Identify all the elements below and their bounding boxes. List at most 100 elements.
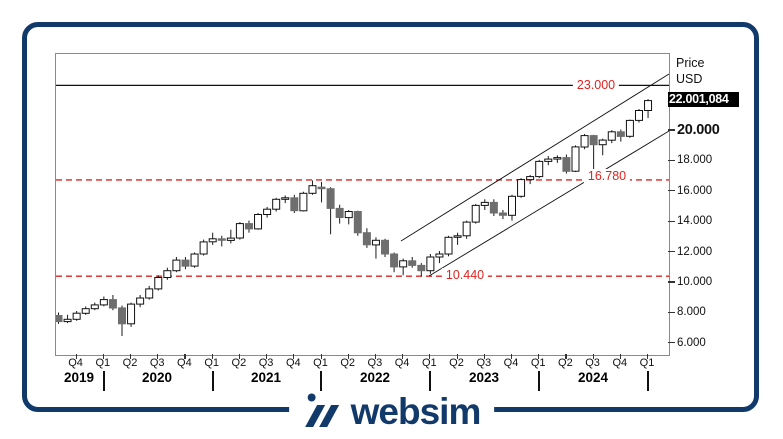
candlestick-chart (56, 73, 669, 336)
price-axis-unit: USD (676, 72, 703, 86)
candle-body (90, 304, 99, 310)
price-tick (668, 250, 675, 253)
year-label: 2020 (141, 370, 173, 385)
quarter-tick (75, 354, 77, 359)
quarter-tick (592, 354, 594, 359)
price-tick-label: 8.000 (677, 306, 706, 319)
price-axis-title: Price (676, 56, 705, 70)
channel-upper (400, 73, 669, 242)
candle-body (408, 260, 417, 266)
candle-body (308, 185, 317, 194)
candle-body (489, 201, 498, 214)
candle-body (344, 211, 353, 219)
candle-body (226, 237, 235, 241)
candle-body (625, 119, 634, 137)
year-label: 2019 (63, 370, 95, 385)
quarter-label: Q3 (149, 357, 165, 369)
price-tick-label: 14.000 (677, 215, 713, 228)
candle-body (580, 135, 589, 148)
quarter-tick (293, 354, 295, 359)
candle-body (498, 212, 507, 216)
candle-body (390, 253, 399, 268)
quarter-tick (483, 354, 485, 359)
candle-body (317, 186, 326, 190)
candle-body (299, 192, 308, 212)
quarter-label: Q3 (258, 357, 274, 369)
candle-body (72, 312, 81, 320)
candle-body (281, 197, 290, 200)
quarter-tick (157, 354, 159, 359)
candle-body (208, 238, 217, 243)
candle-body (154, 277, 163, 290)
quarter-label: Q2 (231, 357, 247, 369)
channel-lower (428, 130, 669, 277)
year-separator (212, 371, 214, 391)
chart-plot-area (55, 53, 670, 356)
year-label: 2021 (250, 370, 282, 385)
candle-body (254, 214, 263, 230)
quarter-tick (429, 354, 431, 359)
quarter-label: Q1 (530, 357, 546, 369)
candle-body (108, 299, 117, 309)
year-label: 2023 (468, 370, 500, 385)
candle-body (480, 201, 489, 206)
candle-body (526, 176, 535, 181)
price-tick-label: 12.000 (677, 245, 713, 258)
candle-body (172, 259, 181, 272)
quarter-label: Q4 (177, 357, 192, 369)
quarter-tick (456, 354, 458, 359)
candle-body (81, 308, 90, 314)
websim-logo: websim (288, 391, 495, 432)
candle-body (517, 179, 526, 197)
candle-body (181, 259, 190, 267)
quarter-label: Q4 (68, 357, 83, 369)
price-tick (668, 281, 675, 283)
candle-body (56, 315, 63, 323)
year-separator (647, 371, 649, 391)
candle-body (190, 253, 199, 267)
candle-body (199, 241, 208, 255)
candle-body (508, 195, 516, 216)
quarter-tick (538, 354, 540, 359)
quarter-label: Q2 (340, 357, 356, 369)
candle-body (553, 157, 562, 160)
candle-body (263, 208, 272, 215)
quarter-tick (184, 354, 186, 359)
candle-body (544, 158, 553, 162)
candle-body (99, 299, 108, 306)
candle-body (244, 223, 253, 230)
price-tick-label: 10.000 (677, 275, 713, 288)
candle-body (644, 100, 653, 111)
candle-body (571, 146, 580, 172)
quarter-label: Q3 (367, 357, 383, 369)
quarter-label: Q1 (639, 357, 655, 369)
candle-body (589, 135, 598, 146)
price-tick (668, 190, 675, 192)
candle-body (136, 297, 145, 305)
candle-body (145, 288, 154, 299)
candle-body (290, 197, 299, 212)
quarter-label: Q1 (204, 357, 220, 369)
price-tick-label: 18.000 (677, 154, 713, 167)
quarter-label: Q4 (285, 357, 301, 369)
price-tick (668, 311, 675, 313)
quarter-tick (347, 354, 349, 359)
candle-body (235, 223, 244, 239)
candle-body (362, 232, 371, 246)
price-tick-label: 16.000 (677, 184, 713, 197)
quarter-tick (266, 354, 268, 359)
candle-body (399, 260, 408, 268)
price-tick-label: 6.000 (677, 336, 706, 349)
quarter-label: Q4 (503, 357, 519, 369)
candle-body (616, 131, 625, 137)
current-price-badge: 22.001,084 (668, 92, 739, 107)
candle-body (435, 253, 444, 258)
quarter-label: Q3 (585, 357, 600, 369)
year-separator (538, 371, 540, 391)
candle-body (335, 207, 344, 218)
candle-body (63, 318, 72, 323)
candle-body (562, 157, 571, 172)
websim-wordmark: websim (350, 391, 482, 432)
year-label: 2024 (577, 370, 609, 385)
